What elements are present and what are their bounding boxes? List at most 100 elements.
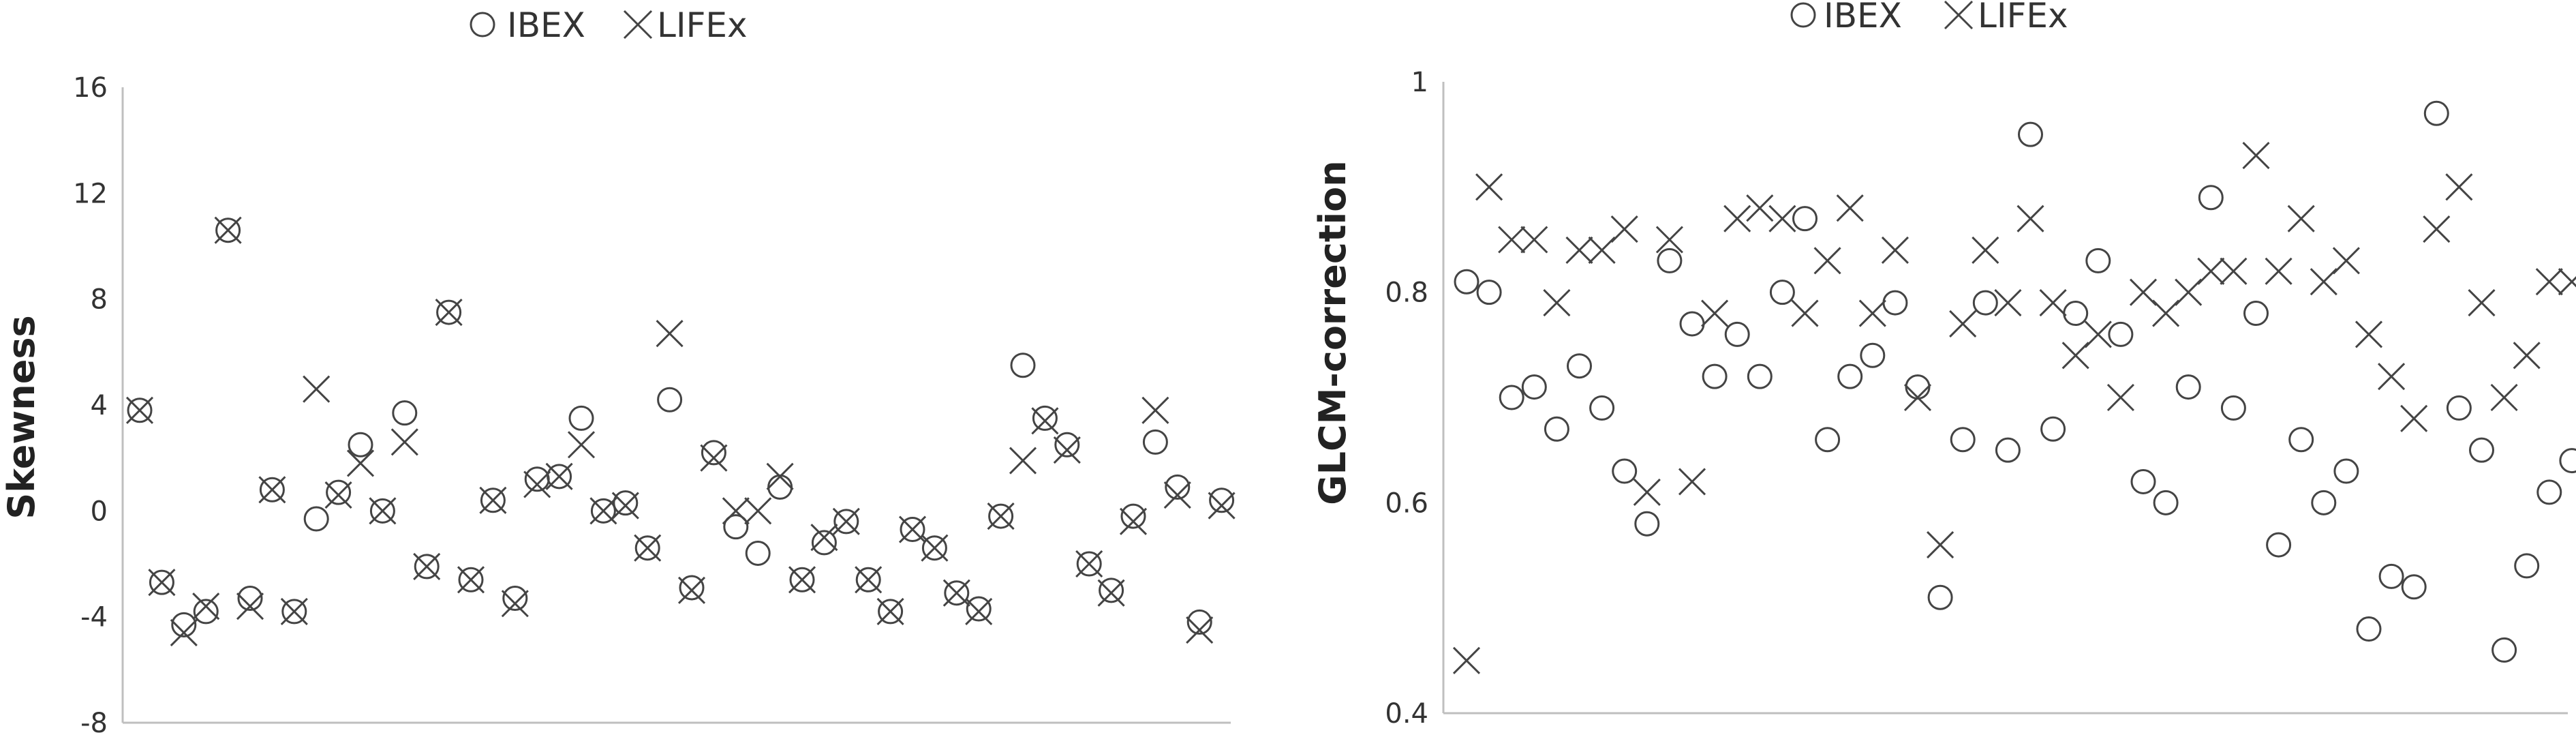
- skewness-lifex-point: [1075, 550, 1103, 578]
- skewness-lifex-point: [369, 497, 397, 525]
- glcm-ibex-point: [1905, 374, 1931, 400]
- skewness-lifex-point: [965, 597, 993, 625]
- skewness-lifex-point: [656, 320, 684, 348]
- skewness-ibex-point: [480, 487, 506, 513]
- skewness-ibex-point: [723, 514, 749, 540]
- glcm-ibex-point: [2085, 247, 2111, 273]
- glcm-ibex-point: [1567, 353, 1592, 379]
- skewness-lifex-point: [192, 592, 220, 620]
- skewness-chart: IBEX LIFEx Skewness -8 -4 0 4 8 12 16: [0, 5, 1236, 735]
- skewness-ibex-point: [458, 567, 484, 592]
- glcm-ibex-point: [2378, 563, 2404, 589]
- skewness-ibex-point: [348, 432, 373, 457]
- glcm-lifex-point: [2332, 247, 2360, 275]
- skewness-ibex-point: [524, 466, 550, 492]
- glcm-ibex-point: [2130, 468, 2156, 494]
- glcm-lifex-point: [1972, 236, 1999, 264]
- glcm-ibex-point: [2153, 490, 2179, 515]
- skewness-lifex-point: [236, 592, 264, 620]
- skewness-ibex-point: [1186, 609, 1212, 635]
- glcm-lifex-point: [1903, 383, 1932, 412]
- glcm-ibex-point: [1860, 342, 1886, 368]
- skewness-legend: IBEX LIFEx: [470, 5, 748, 45]
- glcm-lifex-point: [1701, 299, 1729, 327]
- glcm-ibex-point: [2243, 301, 2269, 327]
- glcm-lifex-point: [1746, 194, 1774, 222]
- glcm-lifex-point: [1949, 310, 1977, 338]
- skewness-ibex-point: [1010, 352, 1036, 378]
- skewness-y-tick-label: 8: [91, 284, 108, 316]
- skewness-ibex-point: [414, 554, 440, 580]
- glcm-lifex-point: [1498, 226, 1526, 254]
- skewness-lifex-point: [523, 470, 551, 498]
- skewness-ibex-point: [281, 599, 307, 625]
- glcm-lifex-point: [1543, 289, 1571, 317]
- glcm-ibex-point: [2446, 395, 2472, 421]
- glcm-lifex-point: [1813, 247, 1841, 275]
- skewness-ibex-point: [811, 530, 837, 556]
- skewness-lifex-point: [390, 428, 418, 456]
- glcm-lifex-point: [2535, 268, 2563, 296]
- skewness-lifex-point: [258, 476, 286, 504]
- skewness-ibex-point: [745, 540, 771, 566]
- skewness-lifex-point: [435, 299, 463, 327]
- glcm-lifex-point: [1927, 531, 1954, 559]
- glcm-y-axis-label: GLCM-correction: [1311, 160, 1354, 505]
- skewness-y-tick-label: -4: [80, 602, 108, 633]
- skewness-lifex-point: [611, 492, 639, 520]
- skewness-lifex-point: [1053, 436, 1081, 464]
- glcm-ibex-point: [1521, 374, 1547, 400]
- skewness-lifex-point: [280, 597, 308, 625]
- glcm-ibex-point: [2423, 100, 2449, 126]
- skewness-ibex-point: [568, 405, 594, 431]
- skewness-lifex-point: [324, 481, 352, 509]
- skewness-lifex-point: [832, 507, 860, 535]
- skewness-ibex-point: [789, 567, 815, 592]
- glcm-lifex-point: [1588, 236, 1616, 264]
- glcm-lifex-point: [2197, 257, 2225, 285]
- glcm-ibex-point: [2175, 374, 2201, 400]
- skewness-lifex-point: [810, 524, 838, 552]
- glcm-ibex-point: [2401, 574, 2427, 600]
- skewness-ibex-point: [502, 585, 528, 611]
- skewness-lifex-point: [567, 431, 596, 459]
- glcm-lifex-point: [2039, 289, 2067, 317]
- skewness-ibex-point: [392, 400, 418, 426]
- glcm-lifex-point: [2400, 404, 2428, 432]
- glcm-ibex-point: [1882, 290, 1908, 316]
- glcm-ibex-point: [2491, 637, 2517, 663]
- legend-ibex-label-left: IBEX: [507, 5, 585, 45]
- legend-lifex-marker-left: [623, 10, 653, 40]
- glcm-ibex-point: [2018, 121, 2043, 147]
- glcm-ibex-point: [2469, 437, 2494, 463]
- glcm-y-tick-label: 1: [1411, 67, 1428, 98]
- skewness-lifex-point: [921, 534, 949, 562]
- glcm-lifex-point: [1678, 468, 1706, 496]
- skewness-ibex-point: [855, 567, 881, 592]
- glcm-ibex-point: [1972, 290, 1998, 316]
- skewness-ibex-point: [326, 479, 352, 505]
- skewness-ibex-point: [303, 506, 329, 532]
- glcm-ibex-point: [1815, 427, 1841, 453]
- skewness-y-tick-label: 16: [73, 72, 108, 104]
- glcm-y-tick-label: 0.8: [1385, 278, 1428, 309]
- skewness-ibex-point: [613, 490, 639, 516]
- skewness-lifex-point: [1163, 481, 1191, 509]
- glcm-lifex-point: [2310, 268, 2337, 296]
- glcm-lifex-point: [2129, 278, 2158, 306]
- skewness-ibex-point: [547, 464, 572, 490]
- skewness-ibex-point: [1142, 429, 1168, 455]
- legend-ibex-label-right: IBEX: [1824, 0, 1902, 35]
- skewness-ibex-point: [634, 535, 660, 561]
- skewness-ibex-point: [1099, 578, 1124, 603]
- legend-lifex-label-left: LIFEx: [657, 5, 748, 45]
- glcm-lifex-point: [1452, 646, 1481, 674]
- glcm-ibex-point: [1544, 416, 1569, 442]
- glcm-ibex-point: [2266, 532, 2292, 558]
- skewness-lifex-point: [898, 515, 927, 543]
- glcm-lifex-point: [2355, 320, 2383, 348]
- skewness-lifex-point: [479, 486, 507, 514]
- skewness-lifex-point: [148, 569, 176, 597]
- skewness-ibex-point: [944, 580, 970, 606]
- glcm-lifex-point: [2445, 173, 2473, 201]
